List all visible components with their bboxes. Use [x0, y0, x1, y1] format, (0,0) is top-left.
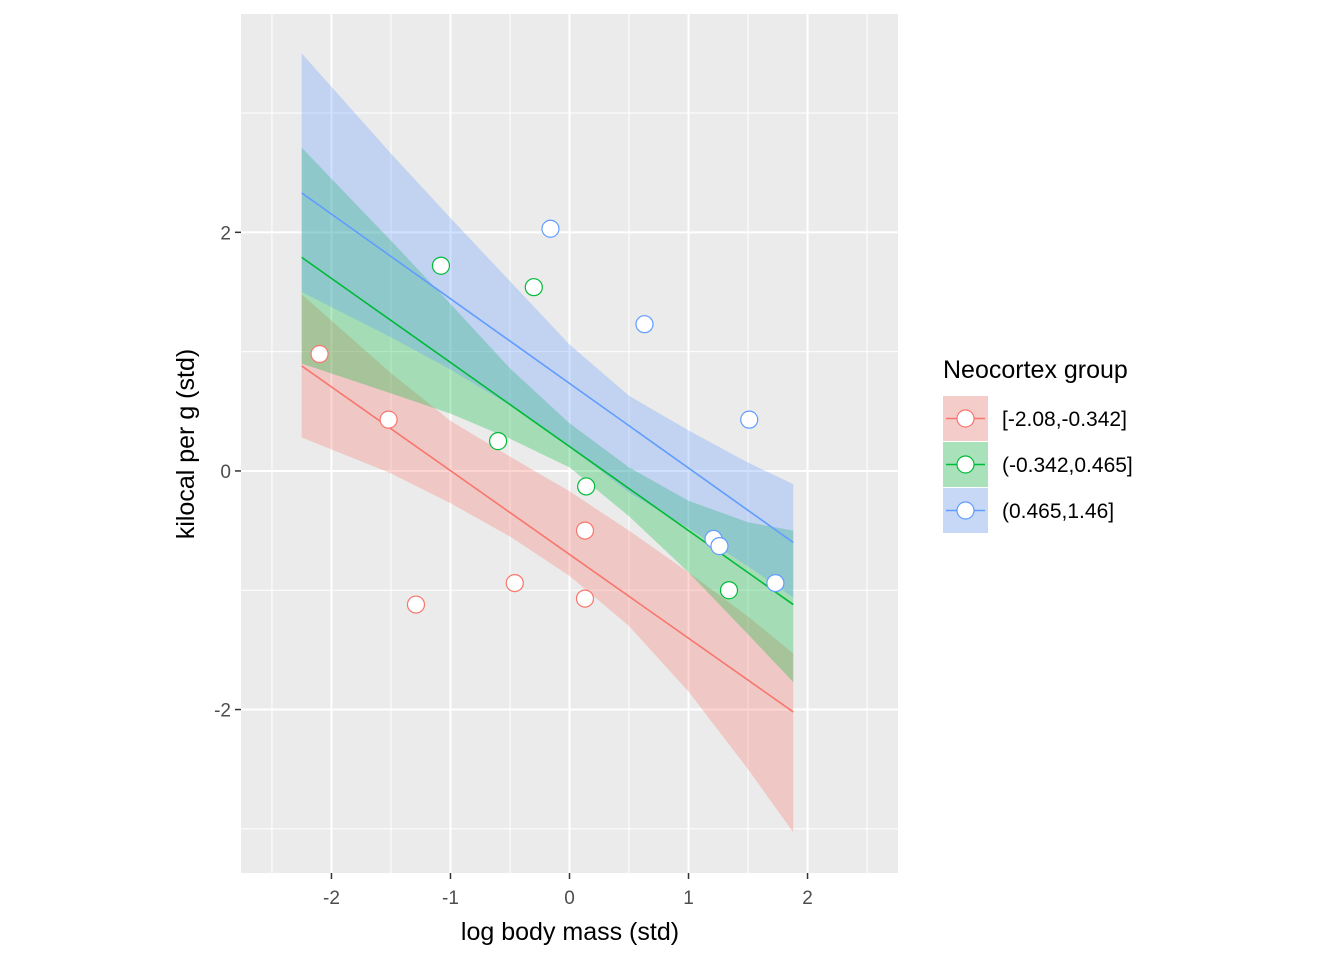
data-point-series-2 [710, 537, 729, 556]
x-tick-label: 1 [683, 888, 694, 909]
data-point-series-2 [766, 573, 785, 593]
x-tick-label: -1 [442, 888, 459, 909]
legend: Neocortex group [-2.08,-0.342] (-0.342,0.… [943, 356, 1133, 533]
y-axis-title: kilocal per g (std) [172, 349, 200, 539]
data-point-series-0 [575, 521, 595, 540]
legend-key-point [956, 455, 975, 474]
data-point-series-1 [719, 581, 739, 600]
data-point-series-2 [541, 219, 560, 238]
legend-label: (0.465,1.46] [1002, 500, 1114, 523]
data-point-series-0 [379, 410, 398, 429]
confidence-band-series-2 [301, 53, 794, 598]
legend-label: [-2.08,-0.342] [1002, 408, 1127, 431]
legend-key-point [956, 501, 975, 520]
data-point-series-1 [431, 256, 451, 275]
data-point-series-0 [406, 595, 426, 614]
x-tick-label: 0 [564, 888, 575, 909]
legend-items: [-2.08,-0.342] (-0.342,0.465] (0.465,1.46] [943, 396, 1133, 533]
fit-line-series-2 [301, 192, 794, 544]
data-point-series-1 [524, 278, 543, 297]
x-tick-label: -2 [323, 888, 340, 909]
grid-layer [241, 14, 898, 873]
data-points [310, 219, 785, 614]
legend-title: Neocortex group [943, 356, 1128, 384]
data-point-series-1 [488, 432, 508, 451]
x-axis-title: log body mass (std) [461, 918, 679, 946]
data-point-series-0 [575, 589, 595, 608]
data-point-series-2 [740, 410, 759, 429]
axes: -2 -1 0 1 2 -2 0 2 [214, 223, 813, 909]
data-point-series-1 [577, 477, 596, 496]
y-tick-label: -2 [214, 701, 231, 722]
y-tick-label: 2 [220, 223, 231, 244]
data-point-series-2 [635, 315, 654, 334]
data-point-series-0 [505, 573, 524, 593]
x-tick-label: 2 [802, 888, 813, 909]
data-point-series-0 [310, 344, 329, 364]
confidence-band-series-0 [301, 294, 794, 833]
legend-key-point [956, 409, 975, 428]
legend-label: (-0.342,0.465] [1002, 454, 1133, 477]
y-tick-label: 0 [220, 462, 231, 483]
